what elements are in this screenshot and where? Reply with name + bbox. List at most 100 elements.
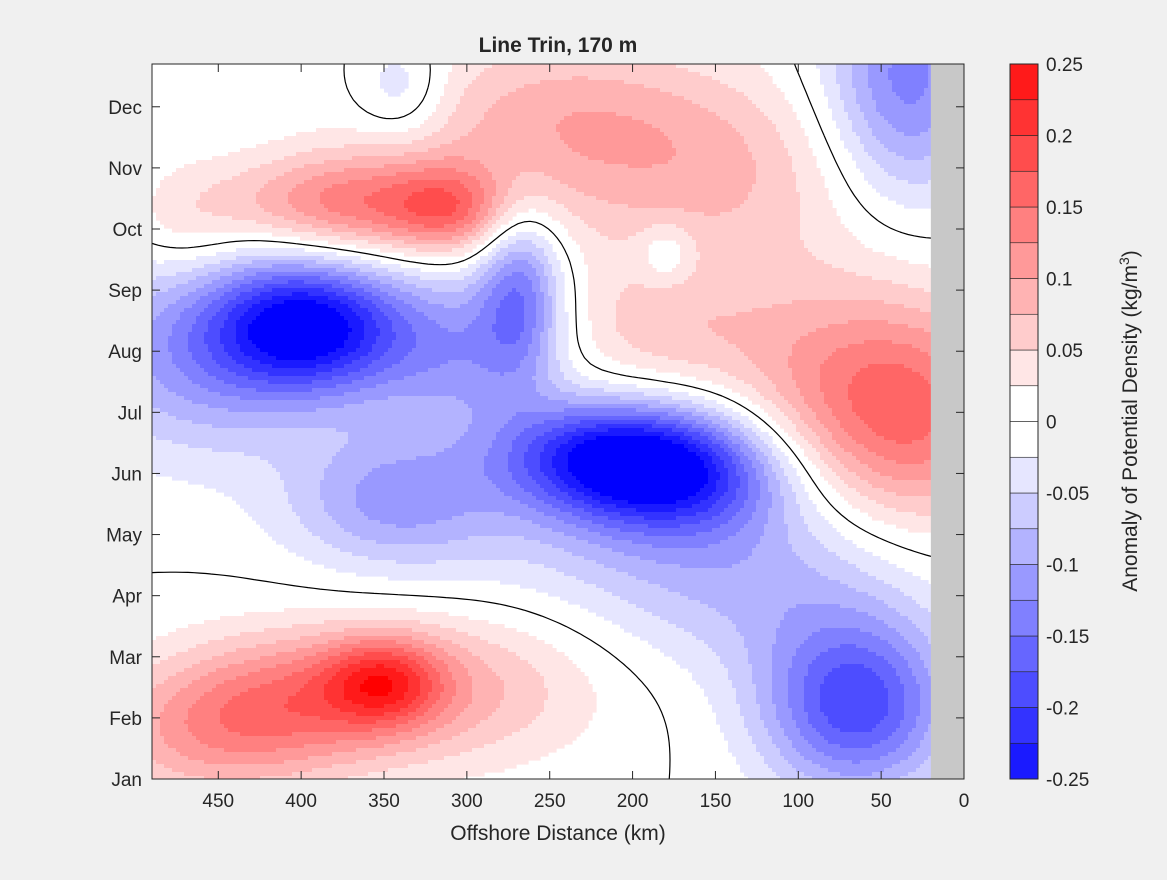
field-cell	[252, 368, 333, 373]
field-cell	[372, 728, 413, 733]
field-cell	[308, 756, 377, 761]
field-cell	[528, 448, 545, 453]
field-cell	[352, 672, 405, 677]
field-cell	[776, 456, 789, 461]
field-cell	[720, 496, 737, 501]
field-cell	[708, 468, 717, 473]
field-cell	[732, 680, 753, 685]
field-cell	[232, 496, 289, 501]
field-cell	[804, 696, 821, 701]
field-cell	[700, 520, 729, 525]
field-cell	[740, 704, 761, 709]
field-cell	[432, 288, 465, 293]
field-cell	[720, 524, 745, 529]
field-cell	[736, 452, 745, 457]
field-cell	[152, 776, 205, 779]
field-cell	[760, 716, 777, 721]
field-cell	[492, 216, 501, 221]
field-cell	[628, 600, 701, 605]
field-cell	[240, 172, 285, 177]
field-cell	[424, 712, 441, 717]
field-cell	[392, 244, 465, 249]
field-cell	[624, 552, 753, 557]
field-cell	[856, 160, 877, 165]
field-cell	[556, 332, 569, 337]
field-cell	[752, 664, 773, 669]
field-cell	[696, 244, 805, 249]
field-cell	[764, 452, 773, 457]
field-cell	[520, 172, 545, 177]
field-cell	[776, 708, 793, 713]
field-cell	[508, 92, 673, 97]
field-cell	[348, 664, 377, 669]
field-cell	[848, 500, 877, 505]
field-cell	[804, 684, 821, 689]
field-cell	[188, 728, 229, 733]
field-cell	[708, 324, 829, 329]
field-cell	[688, 232, 801, 237]
field-cell	[240, 292, 261, 297]
field-cell	[496, 708, 545, 713]
field-cell	[232, 280, 253, 285]
field-cell	[152, 640, 209, 645]
field-cell	[504, 492, 533, 497]
field-cell	[220, 340, 237, 345]
field-cell	[548, 340, 557, 345]
field-cell	[564, 548, 613, 553]
field-cell	[272, 232, 317, 237]
field-cell	[276, 356, 317, 361]
field-cell	[532, 476, 549, 481]
field-cell	[372, 264, 401, 269]
field-cell	[716, 316, 945, 321]
field-cell	[744, 136, 781, 141]
field-cell	[444, 156, 465, 161]
field-cell	[764, 524, 789, 529]
field-cell	[552, 296, 557, 301]
field-cell	[452, 444, 493, 449]
field-cell	[540, 280, 549, 285]
field-cell	[312, 768, 389, 773]
field-cell	[872, 772, 909, 777]
field-cell	[272, 264, 305, 269]
field-cell	[672, 156, 753, 161]
field-cell	[464, 216, 477, 221]
field-cell	[544, 448, 557, 453]
field-cell	[868, 464, 957, 469]
field-cell	[904, 364, 945, 369]
field-cell	[392, 340, 417, 345]
field-cell	[672, 268, 697, 273]
field-cell	[396, 560, 437, 565]
field-cell	[652, 424, 677, 429]
field-cell	[228, 300, 245, 305]
field-cell	[820, 76, 837, 81]
field-cell	[164, 384, 201, 389]
field-cell	[440, 680, 457, 685]
field-cell	[320, 632, 429, 637]
field-cell	[444, 684, 457, 689]
field-cell	[748, 476, 757, 481]
field-cell	[468, 672, 497, 677]
field-cell	[528, 468, 541, 473]
field-cell	[496, 484, 521, 489]
field-cell	[556, 468, 569, 473]
field-cell	[516, 200, 557, 205]
field-cell	[384, 712, 409, 717]
field-cell	[472, 420, 509, 425]
field-cell	[468, 648, 509, 653]
field-cell	[528, 560, 597, 565]
field-cell	[312, 388, 361, 393]
field-cell	[384, 164, 485, 169]
field-cell	[300, 520, 337, 525]
field-cell	[796, 652, 821, 657]
field-cell	[820, 72, 837, 77]
field-cell	[768, 116, 797, 121]
field-cell	[392, 652, 417, 657]
field-cell	[224, 320, 237, 325]
field-cell	[324, 500, 357, 505]
field-cell	[856, 92, 873, 97]
field-cell	[684, 208, 733, 213]
field-cell	[876, 108, 945, 113]
field-cell	[752, 680, 773, 685]
field-cell	[264, 208, 297, 213]
